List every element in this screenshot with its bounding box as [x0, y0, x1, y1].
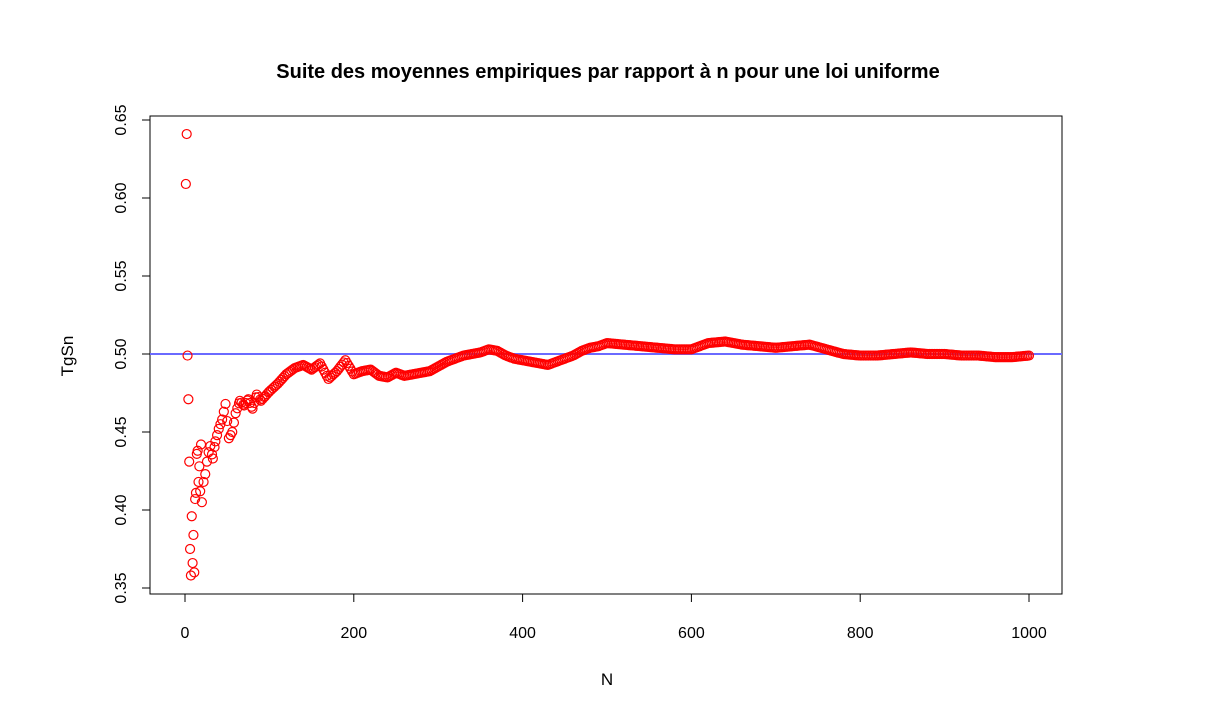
x-tick-label: 200	[340, 625, 367, 642]
data-point	[206, 449, 218, 460]
data-point	[271, 380, 282, 391]
data-point	[213, 423, 224, 434]
x-tick-label: 600	[678, 625, 705, 642]
data-point	[200, 469, 211, 480]
data-point	[181, 128, 192, 140]
y-tick-label: 0.50	[113, 338, 130, 369]
y-tick-label: 0.45	[113, 416, 130, 447]
data-point	[207, 453, 218, 464]
data-point	[282, 367, 294, 379]
data-point	[274, 376, 285, 387]
data-point	[195, 486, 206, 497]
data-point	[187, 557, 198, 569]
y-axis-label: TgSn	[58, 336, 77, 377]
data-point	[306, 364, 317, 375]
data-point	[341, 357, 353, 369]
data-points	[180, 128, 1035, 581]
x-tick-label: 0	[181, 625, 190, 642]
data-point	[188, 529, 199, 541]
chart-title: Suite des moyennes empiriques par rappor…	[276, 61, 939, 83]
data-point	[247, 403, 258, 414]
x-tick-label: 800	[847, 625, 874, 642]
data-point	[192, 445, 203, 456]
data-point	[370, 368, 381, 379]
data-point	[198, 476, 209, 488]
data-point	[193, 476, 204, 488]
y-tick-label: 0.55	[113, 260, 130, 291]
data-point	[184, 456, 195, 467]
y-tick-label: 0.60	[113, 182, 130, 213]
data-point	[340, 355, 351, 366]
x-axis: 0 200 400 600 800 1000	[181, 593, 1047, 642]
data-point	[209, 441, 220, 453]
data-point	[227, 426, 238, 438]
x-tick-label: 400	[509, 625, 536, 642]
data-point	[190, 493, 201, 505]
y-axis: 0.35 0.40 0.45 0.50 0.55 0.60 0.65	[113, 104, 151, 604]
data-point	[194, 461, 205, 472]
data-point	[330, 367, 341, 378]
y-tick-label: 0.40	[113, 494, 130, 525]
data-point	[215, 419, 226, 430]
data-point	[343, 360, 354, 371]
data-point	[228, 417, 240, 428]
data-point	[211, 430, 223, 441]
data-point	[186, 511, 197, 522]
data-point	[272, 378, 283, 389]
data-point	[183, 394, 194, 405]
data-point	[217, 414, 228, 425]
x-tick-label: 1000	[1011, 625, 1047, 642]
data-point	[189, 567, 200, 578]
data-point	[185, 570, 197, 581]
data-point	[230, 408, 241, 419]
data-point	[201, 456, 213, 467]
y-tick-label: 0.65	[113, 104, 130, 135]
data-point	[281, 369, 292, 380]
data-point	[184, 543, 196, 555]
data-point	[304, 363, 316, 374]
data-point	[328, 369, 339, 380]
data-point	[218, 406, 229, 417]
data-point	[276, 374, 287, 385]
data-point	[222, 415, 233, 427]
data-point	[365, 364, 376, 375]
data-point	[210, 436, 221, 447]
data-point	[190, 487, 202, 498]
data-point	[182, 350, 193, 361]
data-point	[367, 365, 378, 376]
x-axis-label: N	[601, 670, 613, 689]
data-point	[180, 178, 191, 190]
data-point	[338, 357, 349, 368]
data-point	[220, 398, 231, 410]
data-point	[196, 497, 207, 508]
y-tick-label: 0.35	[113, 572, 130, 603]
data-point	[1023, 350, 1035, 361]
